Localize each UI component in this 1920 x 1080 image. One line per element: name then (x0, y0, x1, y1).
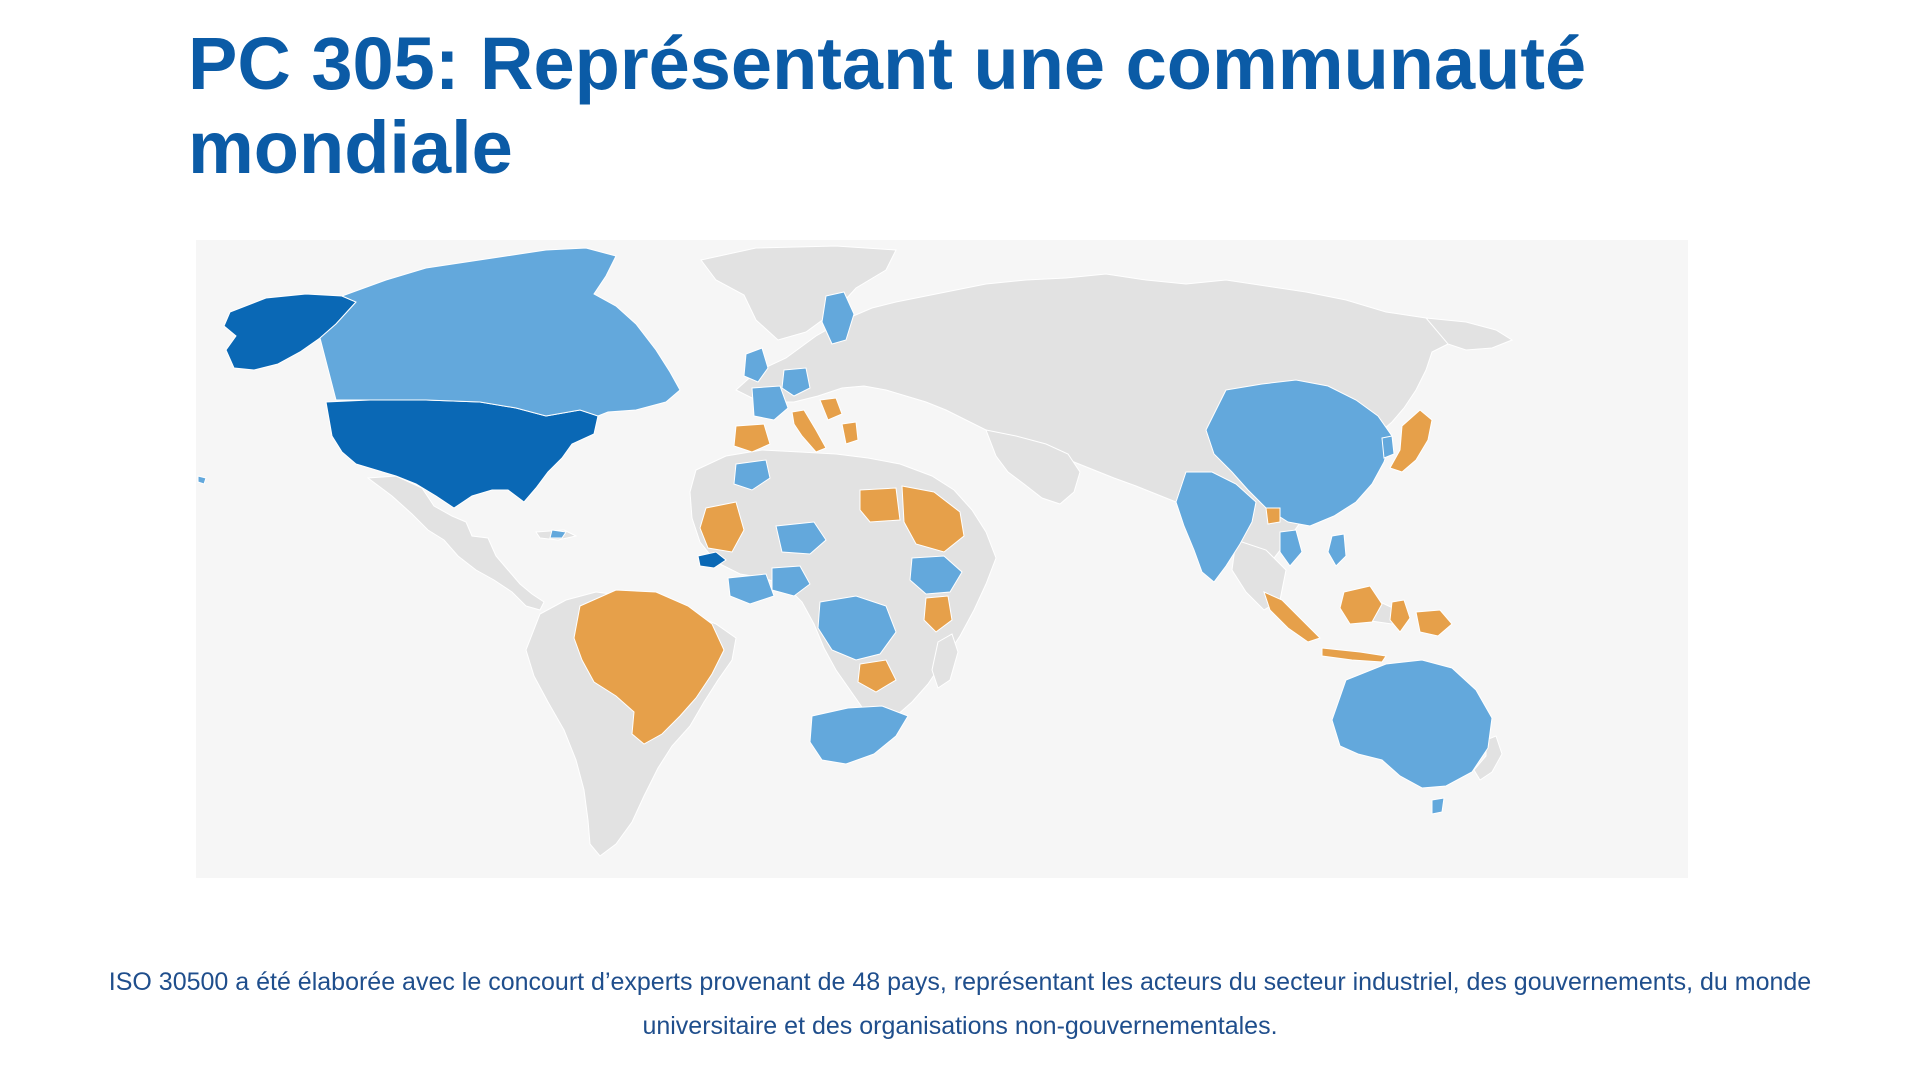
footer-mark: . (958, 1064, 962, 1068)
canada (319, 247, 681, 417)
middle-east (985, 429, 1081, 505)
caribbean-highlight (549, 529, 567, 539)
world-map-svg (197, 245, 1514, 857)
indonesia-java (1321, 647, 1387, 663)
indonesia-borneo (1339, 585, 1383, 625)
page-title: PC 305: Représentant une communauté mond… (188, 22, 1788, 190)
west-africa (727, 573, 775, 605)
france (751, 385, 789, 421)
mauritania (699, 501, 745, 553)
brazil (573, 589, 725, 745)
india (1175, 471, 1257, 583)
far-east-russia (1424, 317, 1514, 351)
new-zealand (1473, 735, 1503, 781)
zambia (857, 659, 897, 693)
indonesia-papua (1415, 609, 1453, 637)
uk (743, 347, 769, 383)
morocco (733, 459, 771, 491)
title-line-1: PC 305: Représentant une communauté (188, 22, 1587, 105)
nigeria (771, 565, 811, 597)
madagascar (931, 633, 959, 689)
saudi-arabia (901, 485, 965, 553)
title-line-2: mondiale (188, 106, 513, 189)
balkans (819, 397, 843, 421)
indonesia-sumatra (1263, 591, 1321, 643)
bangladesh (1265, 507, 1281, 525)
ethiopia (909, 555, 963, 595)
alaska (223, 293, 357, 371)
egypt (859, 487, 901, 523)
greece (841, 421, 859, 445)
thailand (1279, 529, 1303, 567)
china (1205, 379, 1393, 527)
hawaii (197, 475, 207, 485)
italy (791, 409, 827, 453)
indonesia-sulawesi (1389, 599, 1411, 633)
niger (775, 521, 827, 555)
kenya (923, 595, 953, 633)
australia (1331, 659, 1493, 789)
tasmania (1431, 797, 1445, 815)
senegal (697, 551, 727, 569)
south-africa (809, 705, 909, 765)
spain (733, 423, 771, 453)
japan (1389, 409, 1433, 473)
usa (325, 399, 599, 509)
germany (781, 367, 811, 397)
philippines (1327, 533, 1347, 567)
dr-congo (817, 595, 897, 661)
south-korea (1381, 435, 1395, 459)
sweden (821, 291, 855, 345)
caption-text: ISO 30500 a été élaborée avec le concour… (108, 968, 1812, 1040)
mexico-central-america (366, 475, 545, 611)
world-map (196, 240, 1688, 878)
